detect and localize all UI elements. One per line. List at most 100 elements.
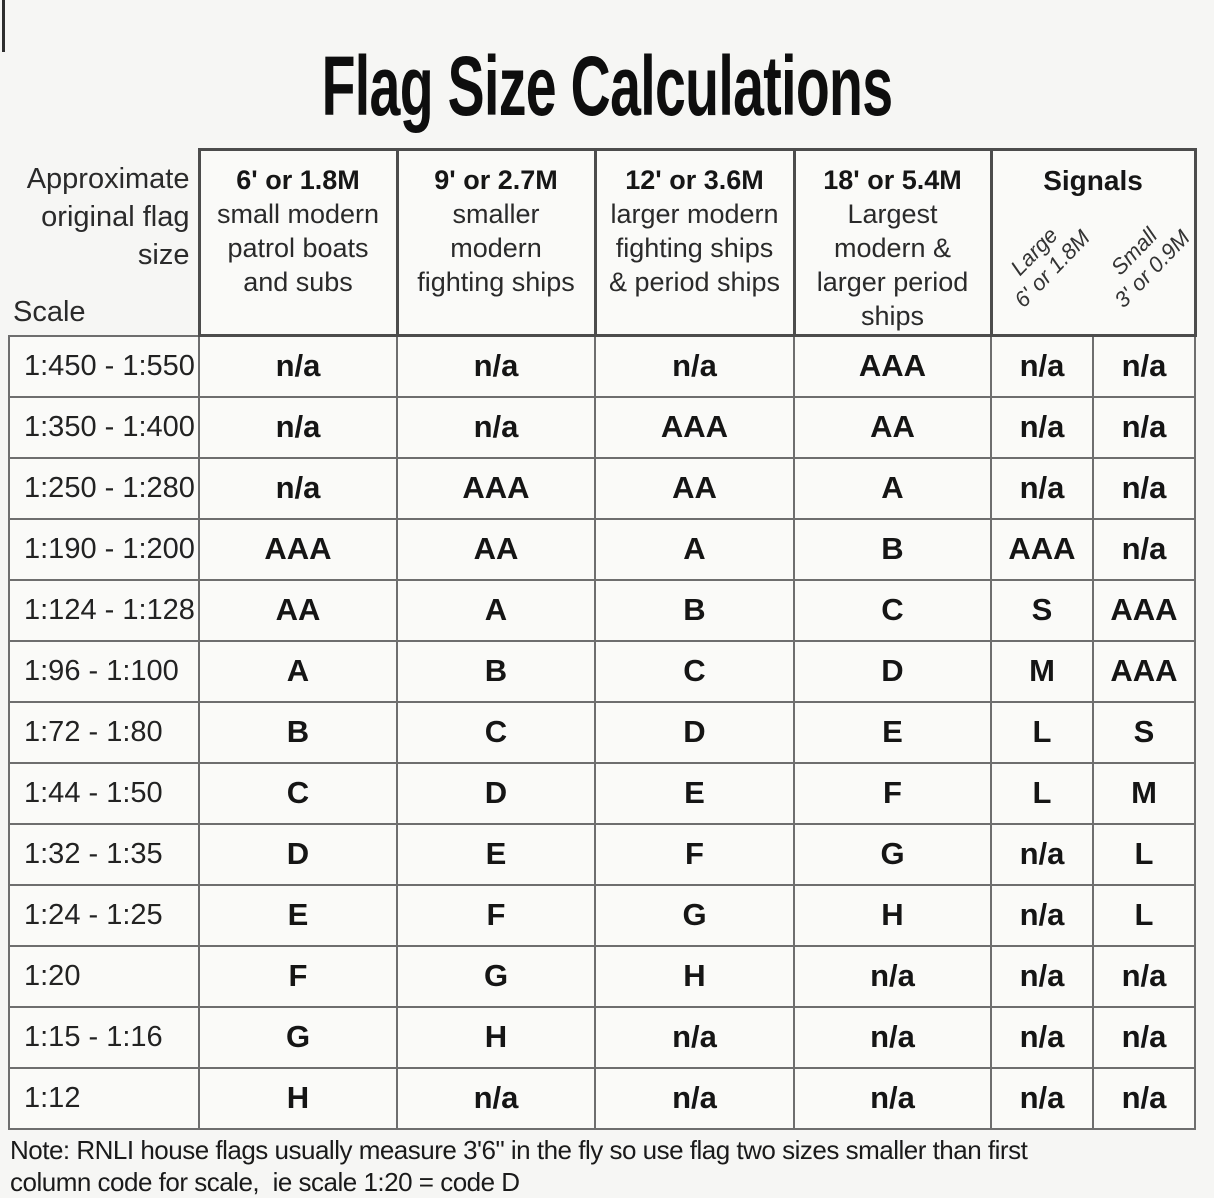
- scale-column-label: Scale: [13, 295, 86, 328]
- column-desc-line: small modern: [216, 199, 380, 229]
- table-row: 1:12 H n/a n/a n/a n/a n/a: [8, 1066, 1196, 1130]
- value-cell: D: [793, 639, 992, 703]
- value-cell: AAA: [396, 456, 596, 520]
- signals-small-label: Small 3' or 0.9M: [1067, 184, 1214, 335]
- corner-header-cell: Approximate original flag size Scale: [9, 150, 199, 336]
- value-cell: n/a: [594, 1005, 795, 1069]
- scale-cell: 1:12: [8, 1066, 200, 1130]
- value-cell: AA: [198, 578, 398, 642]
- page-title: Flag Size Calculations: [321, 39, 893, 133]
- scale-cell: 1:32 - 1:35: [8, 822, 200, 886]
- value-cell: B: [198, 700, 398, 764]
- value-cell: n/a: [990, 822, 1094, 886]
- table-row: 1:72 - 1:80 B C D E L S: [8, 700, 1196, 764]
- value-cell: AAA: [1092, 578, 1196, 642]
- value-cell: n/a: [793, 944, 992, 1008]
- scale-cell: 1:96 - 1:100: [8, 639, 200, 703]
- value-cell: D: [198, 822, 398, 886]
- column-header-6ft: 6' or 1.8M small modern patrol boats and…: [197, 148, 399, 337]
- value-cell: B: [793, 517, 992, 581]
- value-cell: L: [1092, 822, 1196, 886]
- table-row: 1:44 - 1:50 C D E F L M: [8, 761, 1196, 825]
- signals-label: Signals: [1043, 165, 1143, 196]
- scale-cell: 1:15 - 1:16: [8, 1005, 200, 1069]
- column-desc-line: larger modern: [610, 199, 779, 229]
- value-cell: E: [594, 761, 795, 825]
- table-row: 1:32 - 1:35 D E F G n/a L: [8, 822, 1196, 886]
- value-cell: n/a: [396, 334, 596, 398]
- table-row: 1:20 F G H n/a n/a n/a: [8, 944, 1196, 1008]
- value-cell: n/a: [793, 1066, 992, 1130]
- table-row: 1:15 - 1:16 G H n/a n/a n/a n/a: [8, 1005, 1196, 1069]
- value-cell: n/a: [198, 456, 398, 520]
- corner-label: Approximate original flag size: [26, 162, 190, 271]
- value-cell: n/a: [1092, 456, 1196, 520]
- value-cell: A: [198, 639, 398, 703]
- value-cell: n/a: [396, 395, 596, 459]
- table-row: 1:450 - 1:550 n/a n/a n/a AAA n/a n/a: [8, 334, 1196, 398]
- scale-cell: 1:24 - 1:25: [8, 883, 200, 947]
- value-cell: AA: [594, 456, 795, 520]
- column-desc-line: ships: [860, 301, 925, 331]
- value-cell: n/a: [594, 334, 795, 398]
- table-header: Approximate original flag size Scale 6' …: [9, 148, 1197, 337]
- value-cell: n/a: [990, 1066, 1094, 1130]
- value-cell: S: [990, 578, 1094, 642]
- value-cell: n/a: [1092, 395, 1196, 459]
- value-cell: n/a: [990, 1005, 1094, 1069]
- table-row: 1:24 - 1:25 E F G H n/a L: [8, 883, 1196, 947]
- value-cell: A: [594, 517, 795, 581]
- column-header-signals: Signals Large 6' or 1.8M Small 3' or 0.9…: [989, 148, 1197, 337]
- value-cell: n/a: [1092, 517, 1196, 581]
- column-desc-line: smaller: [452, 199, 540, 229]
- value-cell: F: [594, 822, 795, 886]
- scale-cell: 1:450 - 1:550: [8, 334, 200, 398]
- value-cell: AAA: [1092, 639, 1196, 703]
- value-cell: n/a: [990, 944, 1094, 1008]
- value-cell: H: [396, 1005, 596, 1069]
- scan-artifact-line: [2, 0, 5, 52]
- column-header-18ft: 18' or 5.4M Largest modern & larger peri…: [792, 148, 993, 337]
- scale-cell: 1:250 - 1:280: [8, 456, 200, 520]
- scale-cell: 1:44 - 1:50: [8, 761, 200, 825]
- column-desc-line: modern &: [833, 233, 952, 263]
- column-desc-line: and subs: [243, 267, 353, 297]
- value-cell: C: [594, 639, 795, 703]
- header-row: Approximate original flag size Scale 6' …: [9, 148, 1197, 337]
- value-cell: F: [396, 883, 596, 947]
- value-cell: H: [198, 1066, 398, 1130]
- column-size-label: 9' or 2.7M: [434, 165, 558, 195]
- value-cell: F: [793, 761, 992, 825]
- column-desc-line: fighting ships: [615, 233, 774, 263]
- column-size-label: 12' or 3.6M: [625, 165, 764, 195]
- footnote: Note: RNLI house flags usually measure 3…: [10, 1134, 1206, 1198]
- scale-cell: 1:20: [8, 944, 200, 1008]
- value-cell: F: [198, 944, 398, 1008]
- value-cell: n/a: [1092, 1066, 1196, 1130]
- value-cell: E: [198, 883, 398, 947]
- value-cell: AAA: [198, 517, 398, 581]
- value-cell: E: [396, 822, 596, 886]
- column-desc-line: fighting ships: [417, 267, 575, 297]
- value-cell: AAA: [990, 517, 1094, 581]
- column-size-label: 6' or 1.8M: [236, 165, 360, 195]
- column-header-12ft: 12' or 3.6M larger modern fighting ships…: [593, 148, 796, 337]
- column-desc-line: patrol boats: [227, 233, 369, 263]
- value-cell: L: [990, 700, 1094, 764]
- scale-cell: 1:350 - 1:400: [8, 395, 200, 459]
- scale-cell: 1:124 - 1:128: [8, 578, 200, 642]
- value-cell: L: [990, 761, 1094, 825]
- value-cell: AA: [396, 517, 596, 581]
- value-cell: AAA: [793, 334, 992, 398]
- footnote-line-2: column code for scale, ie scale 1:20 = c…: [10, 1167, 520, 1197]
- table-row: 1:124 - 1:128 AA A B C S AAA: [8, 578, 1196, 642]
- value-cell: A: [396, 578, 596, 642]
- value-cell: n/a: [990, 334, 1094, 398]
- value-cell: C: [198, 761, 398, 825]
- value-cell: C: [396, 700, 596, 764]
- value-cell: L: [1092, 883, 1196, 947]
- value-cell: AA: [793, 395, 992, 459]
- scale-cell: 1:190 - 1:200: [8, 517, 200, 581]
- value-cell: n/a: [594, 1066, 795, 1130]
- value-cell: A: [793, 456, 992, 520]
